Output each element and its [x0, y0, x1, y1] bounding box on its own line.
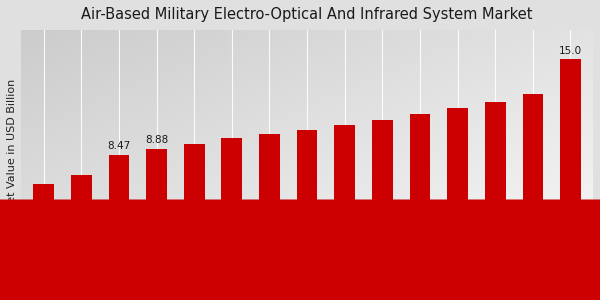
Title: Air-Based Military Electro-Optical And Infrared System Market: Air-Based Military Electro-Optical And I… [82, 7, 533, 22]
Bar [34, 184, 54, 279]
Bar [184, 144, 205, 279]
Bar [146, 149, 167, 279]
Text: 8.47: 8.47 [107, 141, 131, 151]
Bar [372, 120, 392, 279]
Bar [560, 59, 581, 279]
Bar [447, 108, 468, 279]
Bar [259, 134, 280, 279]
Bar [334, 125, 355, 279]
Text: 8.88: 8.88 [145, 135, 168, 145]
Bar [297, 130, 317, 279]
Bar [221, 138, 242, 279]
Bar [410, 114, 430, 279]
Bar [109, 155, 129, 279]
Text: 15.0: 15.0 [559, 46, 582, 56]
Bar [71, 175, 92, 279]
Bar [485, 102, 506, 279]
Y-axis label: Market Value in USD Billion: Market Value in USD Billion [7, 79, 17, 230]
Bar [523, 94, 543, 279]
